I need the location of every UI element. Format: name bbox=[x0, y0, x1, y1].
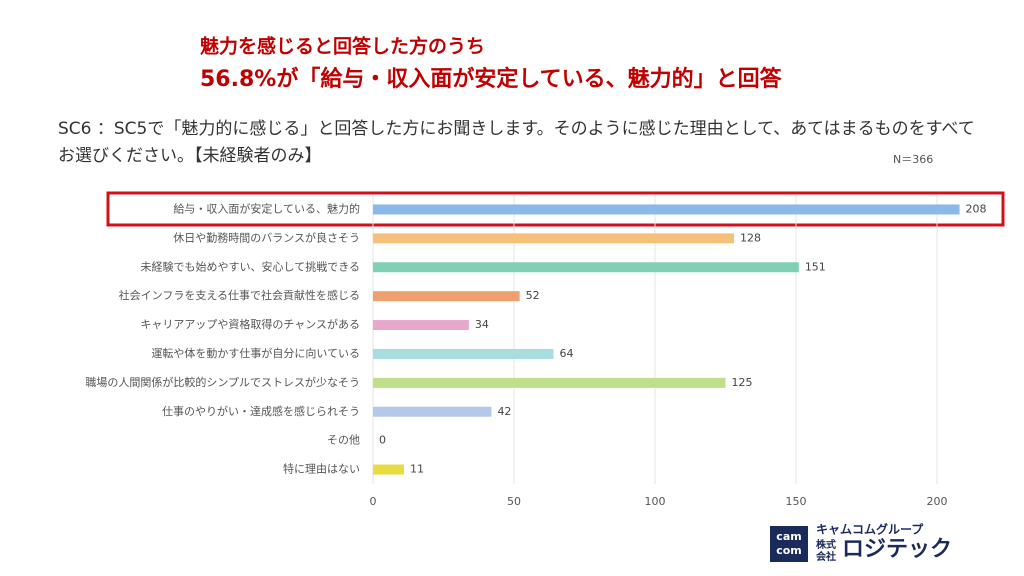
y-tick-label: 職場の人間関係が比較的シンプルでストレスが少なそう bbox=[85, 375, 360, 389]
x-tick-label: 150 bbox=[786, 495, 807, 508]
headline: 魅力を感じると回答した方のうち bbox=[200, 35, 485, 58]
value-label: 151 bbox=[805, 260, 826, 273]
y-tick-label: 休日や勤務時間のバランスが良さそう bbox=[173, 230, 360, 244]
bar bbox=[373, 262, 799, 273]
logo-icon-text: cam bbox=[776, 530, 801, 543]
value-label: 125 bbox=[732, 376, 753, 389]
y-tick-label: 未経験でも始めやすい、安心して挑戦できる bbox=[141, 259, 360, 273]
bar bbox=[373, 291, 520, 302]
logo-company: ロジテック bbox=[842, 537, 952, 562]
bar bbox=[373, 320, 469, 331]
y-tick-label: 特に理由はない bbox=[283, 462, 360, 476]
logo-icon-text: com bbox=[776, 544, 802, 557]
sample-size: N＝366 bbox=[893, 153, 933, 166]
y-tick-label: 仕事のやりがい・達成感を感じられそう bbox=[162, 404, 360, 418]
value-label: 42 bbox=[497, 405, 511, 418]
bar bbox=[373, 348, 554, 359]
logo-icon bbox=[770, 526, 808, 562]
x-tick-label: 200 bbox=[927, 495, 948, 508]
value-label: 208 bbox=[966, 202, 987, 215]
value-label: 11 bbox=[410, 463, 424, 476]
question: SC6 ：SC5で「魅力的に感じる」と回答した方にお聞きします。そのように感じた… bbox=[58, 119, 975, 166]
logo-group: キャムコムグループ bbox=[816, 522, 924, 537]
bar bbox=[373, 204, 960, 215]
bar bbox=[373, 464, 405, 475]
y-tick-label: 運転や体を動かす仕事が自分に向いている bbox=[151, 346, 360, 360]
value-label: 128 bbox=[740, 231, 761, 244]
bar bbox=[373, 233, 734, 244]
y-tick-label: 給与・収入面が安定している、魅力的 bbox=[173, 201, 360, 215]
highlight-box bbox=[106, 191, 1005, 227]
bar bbox=[373, 406, 492, 417]
value-label: 0 bbox=[379, 434, 386, 447]
x-tick-label: 100 bbox=[645, 495, 666, 508]
y-tick-label: キャリアアップや資格取得のチャンスがある bbox=[140, 317, 360, 331]
headline: 56.8%が「給与・収入面が安定している、魅力的」と回答 bbox=[200, 66, 783, 92]
value-label: 52 bbox=[526, 289, 540, 302]
logo-type: 会社 bbox=[816, 550, 836, 563]
y-tick-label: その他 bbox=[327, 434, 360, 447]
logo-type: 株式 bbox=[816, 538, 836, 551]
bar bbox=[373, 377, 726, 388]
y-tick-label: 社会インフラを支える仕事で社会貢献性を感じる bbox=[119, 288, 360, 302]
x-tick-label: 50 bbox=[507, 495, 521, 508]
value-label: 64 bbox=[559, 347, 573, 360]
value-label: 34 bbox=[475, 318, 489, 331]
x-tick-label: 0 bbox=[370, 495, 377, 508]
